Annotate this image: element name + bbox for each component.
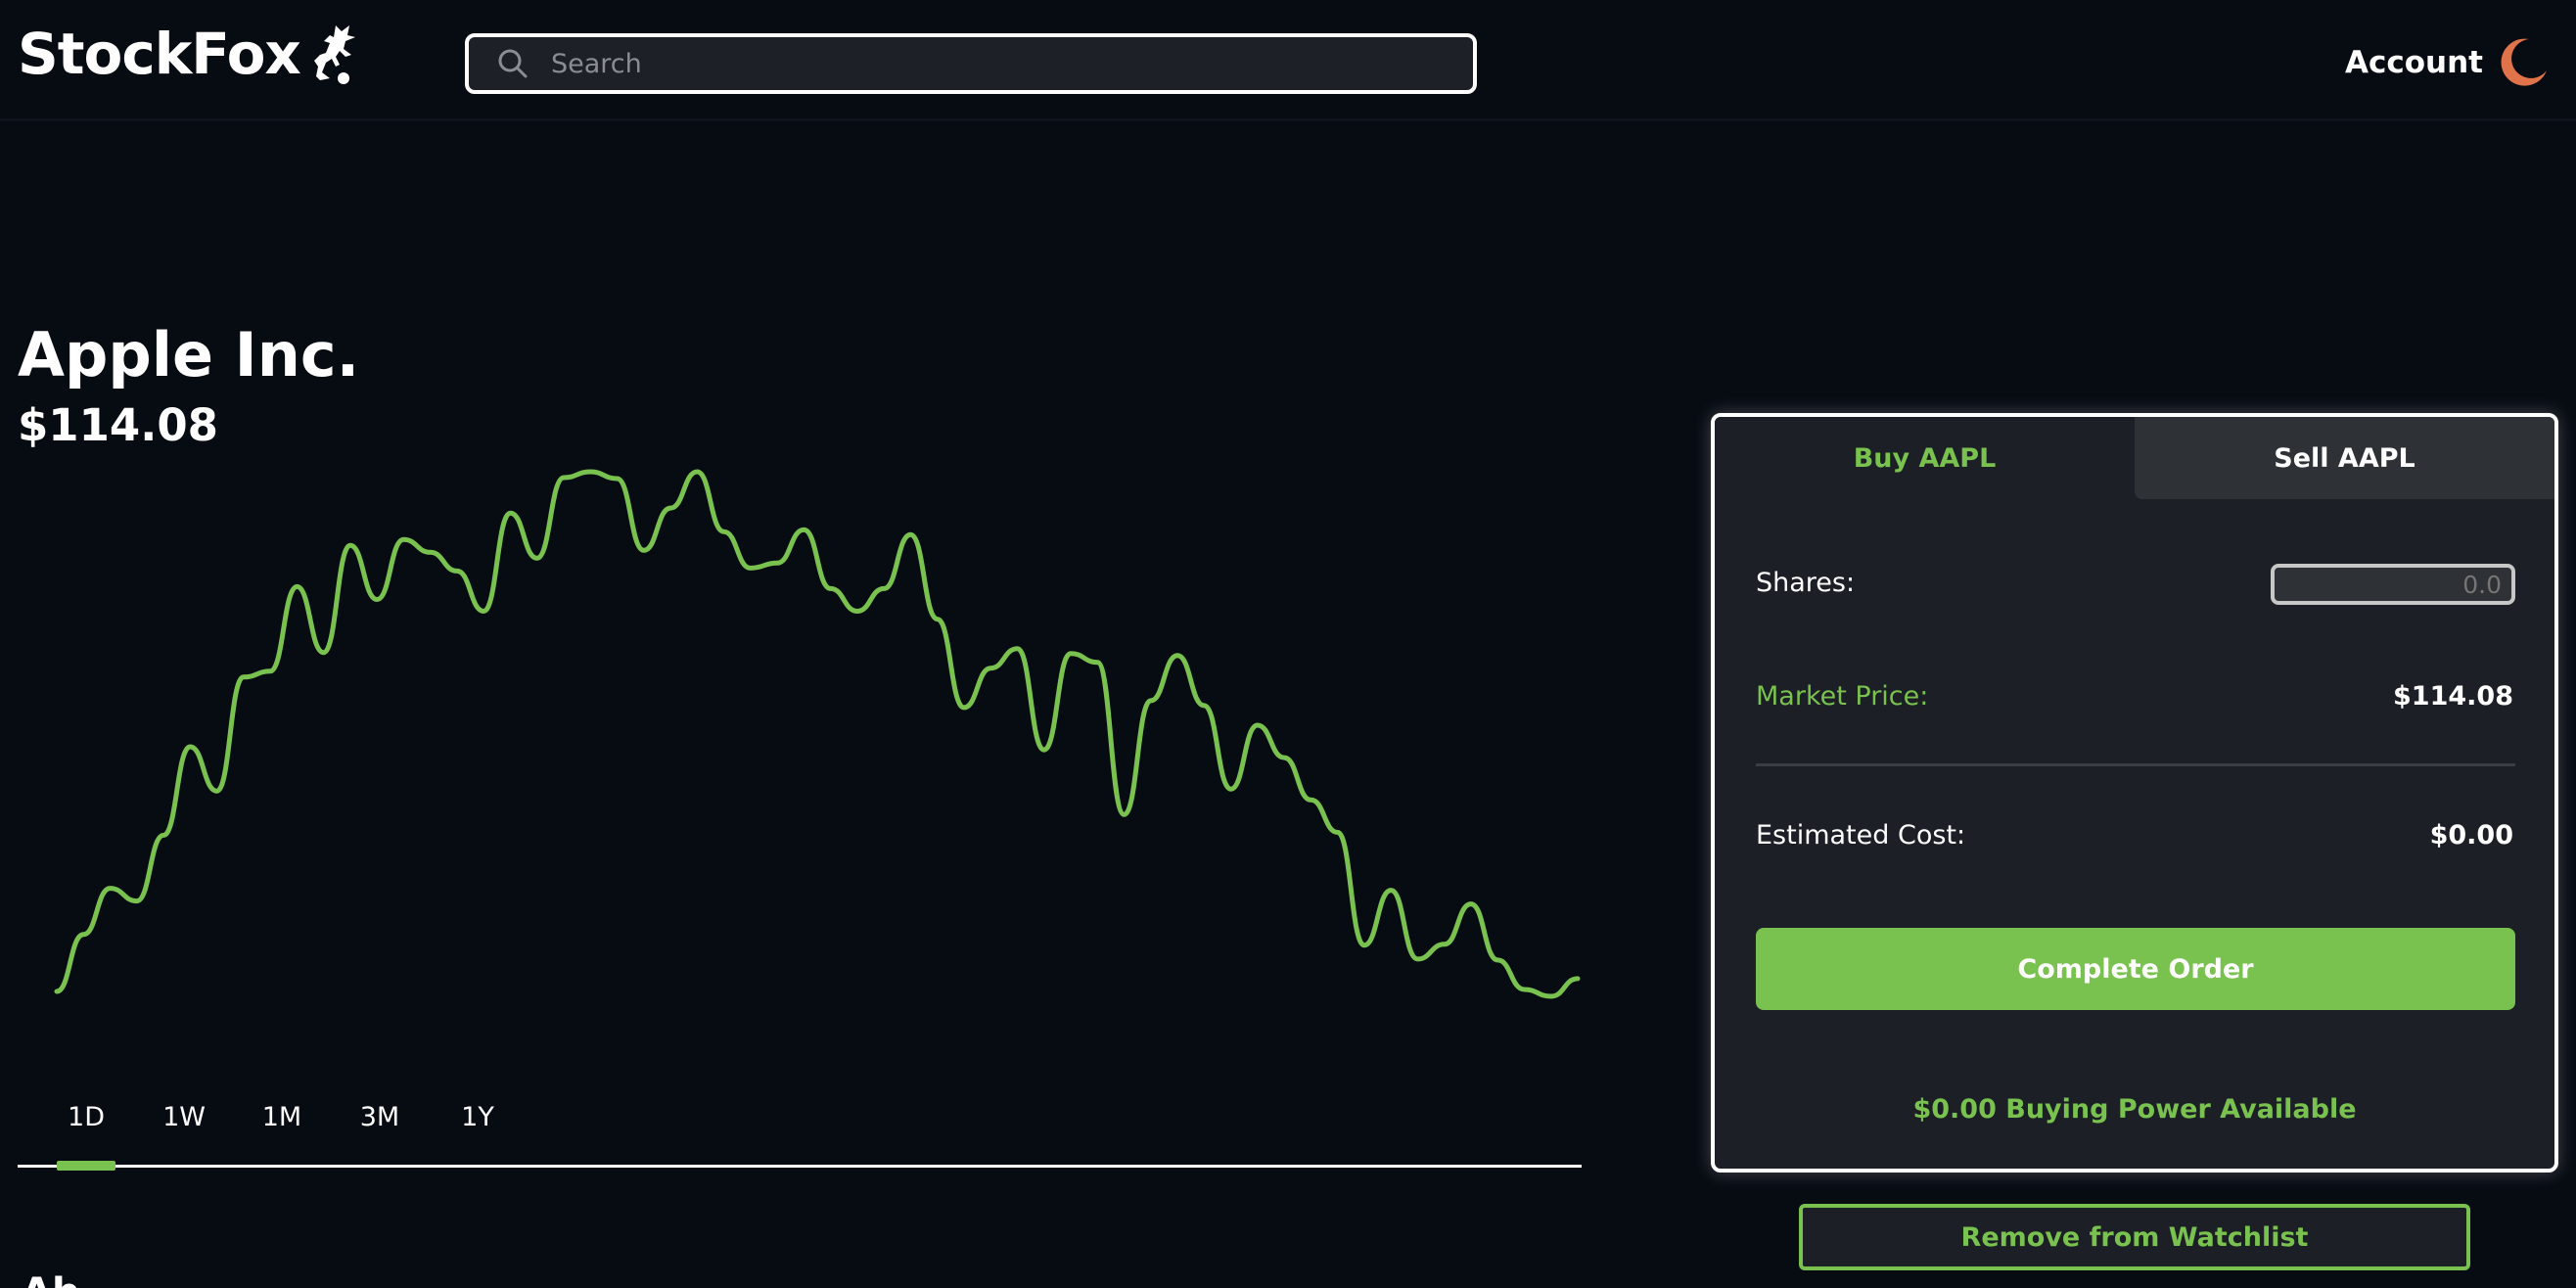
complete-order-button[interactable]: Complete Order	[1756, 928, 2515, 1010]
range-selector: 1D 1W 1M 3M 1Y	[18, 1102, 1582, 1171]
range-tab-1d[interactable]: 1D	[68, 1102, 105, 1132]
moon-icon[interactable]	[2496, 35, 2549, 88]
search-input[interactable]	[551, 48, 1432, 79]
fox-icon	[313, 25, 355, 84]
range-active-indicator	[57, 1161, 115, 1171]
price-chart[interactable]	[0, 450, 1605, 1037]
tab-buy[interactable]: Buy AAPL	[1715, 417, 2135, 499]
buying-power-text: $0.00 Buying Power Available	[1912, 1094, 2357, 1125]
market-price-value: $114.08	[2393, 681, 2513, 712]
range-tab-1w[interactable]: 1W	[162, 1102, 206, 1132]
shares-input[interactable]	[2271, 564, 2515, 605]
tab-sell[interactable]: Sell AAPL	[2135, 417, 2554, 499]
remove-from-watchlist-button[interactable]: Remove from Watchlist	[1799, 1204, 2470, 1270]
range-tab-1y[interactable]: 1Y	[461, 1102, 494, 1132]
divider	[1756, 763, 2515, 766]
estimated-cost-label: Estimated Cost:	[1756, 820, 1966, 851]
account-link[interactable]: Account	[2345, 45, 2483, 80]
top-nav: StockFox Account	[0, 0, 2576, 121]
search-bar[interactable]	[465, 33, 1477, 94]
range-tab-3m[interactable]: 3M	[359, 1102, 400, 1132]
search-icon	[498, 49, 528, 78]
trade-panel: Buy AAPL Sell AAPL Shares: Market Price:…	[1711, 413, 2558, 1173]
logo-text: StockFox	[18, 21, 301, 87]
range-tab-1m[interactable]: 1M	[261, 1102, 302, 1132]
market-price-label: Market Price:	[1756, 681, 1929, 712]
price-line	[54, 469, 1581, 999]
shares-label: Shares:	[1756, 568, 1856, 598]
estimated-cost-value: $0.00	[2429, 820, 2513, 851]
section-heading-peek: Ab	[22, 1270, 80, 1288]
range-track	[18, 1165, 1582, 1168]
stock-price: $114.08	[18, 399, 218, 451]
stock-name: Apple Inc.	[18, 319, 360, 391]
logo[interactable]: StockFox	[18, 20, 363, 88]
